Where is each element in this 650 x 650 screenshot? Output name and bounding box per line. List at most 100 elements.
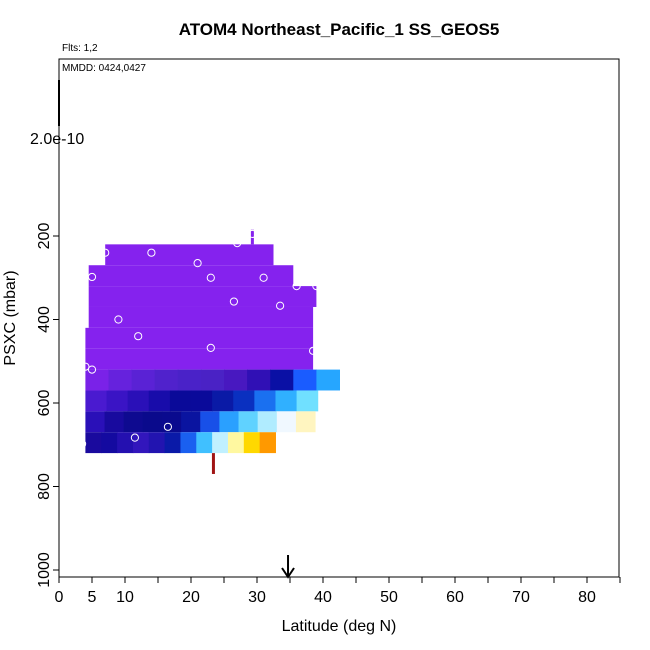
- heatmap-cell: [85, 390, 108, 412]
- data-point: [206, 273, 215, 282]
- data-point: [248, 229, 257, 239]
- heatmap-cell: [131, 369, 156, 391]
- heatmap-cell: [296, 390, 319, 412]
- heatmap-cell: [154, 369, 179, 391]
- data-point: [193, 259, 202, 268]
- heatmap-cell: [142, 411, 163, 433]
- heatmap-cell: [148, 390, 171, 412]
- heatmap-cell: [104, 411, 125, 433]
- heatmap-cell: [295, 411, 316, 433]
- x-tick-label: 0: [55, 589, 64, 606]
- chart-title: ATOM4 Northeast_Pacific_1 SS_GEOS5: [179, 20, 500, 39]
- heatmap-cell: [85, 348, 314, 370]
- heatmap-cell: [243, 432, 261, 454]
- y-axis-label: PSXC (mbar): [2, 270, 19, 365]
- heatmap-cell: [105, 244, 274, 266]
- heatmap-cell: [88, 306, 314, 328]
- x-tick-label: 60: [446, 589, 464, 606]
- heatmap-cell: [85, 432, 102, 454]
- heatmap-cell: [88, 265, 294, 287]
- heatmap-cell: [293, 369, 317, 391]
- heatmap-cell: [164, 432, 181, 454]
- heatmap-cell: [254, 390, 276, 412]
- plot-frame: [58, 58, 620, 578]
- x-tick-label: 10: [116, 589, 134, 606]
- data-point: [87, 365, 97, 374]
- heatmap-cell: [233, 390, 255, 412]
- y-tick-label: 1000: [36, 552, 53, 588]
- heatmap-cell: [238, 411, 259, 433]
- data-point: [233, 238, 242, 248]
- heatmap-cell: [224, 369, 248, 391]
- data-point: [101, 248, 110, 257]
- data-point: [276, 301, 285, 310]
- heatmap-cell: [161, 411, 182, 433]
- data-point: [78, 439, 87, 449]
- heatmap-cell: [181, 411, 201, 433]
- x-tick-label: 20: [182, 589, 200, 606]
- y-axis: 200 400 600 800 1000: [36, 223, 59, 588]
- x-tick-label: 50: [380, 589, 398, 606]
- heatmap-cell: [200, 411, 220, 433]
- dates-note: MMDD: 0424,0427: [62, 63, 146, 74]
- data-point: [309, 346, 318, 355]
- latitude-arrow-icon: [281, 555, 295, 579]
- x-tick-label: 30: [248, 589, 266, 606]
- x-tick-label: 40: [314, 589, 332, 606]
- data-point: [130, 433, 139, 442]
- heatmap-cell: [200, 369, 225, 391]
- x-tick-label: 5: [88, 589, 97, 606]
- heatmap-cell: [85, 327, 314, 349]
- heatmap-cell: [101, 432, 118, 454]
- y-tick-label: 200: [36, 223, 53, 250]
- heatmap-cell: [259, 432, 276, 454]
- x-axis-label: Latitude (deg N): [282, 618, 397, 635]
- x-axis: 0 5 10 20 30 40 50 60 70 80: [55, 577, 621, 606]
- data-point: [87, 272, 97, 282]
- data-point: [134, 332, 143, 341]
- data-point: [229, 297, 238, 306]
- heatmap-cell: [85, 369, 109, 391]
- heatmap-cell: [132, 432, 150, 454]
- heatmap-cell: [219, 411, 240, 433]
- heatmap-cell: [117, 432, 134, 454]
- heatmap-cell: [316, 369, 340, 391]
- heatmap-cell: [191, 390, 213, 412]
- data-point: [81, 362, 90, 371]
- heatmap-cell: [212, 390, 234, 412]
- heatmap-cell: [85, 411, 106, 433]
- x-tick-label: 70: [512, 589, 530, 606]
- heatmap-spike: [211, 453, 215, 474]
- data-point: [259, 273, 268, 282]
- x-tick-label: 80: [578, 589, 596, 606]
- data-point: [206, 343, 215, 352]
- data-point: [147, 248, 156, 257]
- heatmap-cell: [148, 432, 166, 454]
- heatmap-cell: [123, 411, 144, 433]
- heatmap-cell: [127, 390, 150, 412]
- y-tick-label: 600: [36, 390, 53, 417]
- heatmap-cell: [196, 432, 213, 454]
- heatmap-cell: [276, 411, 297, 433]
- data-point: [163, 422, 172, 431]
- y-tick-label: 400: [36, 306, 53, 333]
- data-point: [292, 282, 301, 291]
- data-point: [114, 315, 123, 324]
- heatmap-cell: [169, 390, 192, 412]
- plot-area: [78, 229, 340, 474]
- scale-label: 2.0e-10: [30, 131, 84, 148]
- y-tick-label: 800: [36, 473, 53, 500]
- heatmap-cell: [108, 369, 133, 391]
- heatmap-cell: [180, 432, 197, 454]
- data-point: [312, 282, 321, 291]
- heatmap-cell: [227, 432, 245, 454]
- heatmap-cell: [247, 369, 271, 391]
- heatmap-cell: [177, 369, 202, 391]
- flights-note: Flts: 1,2: [62, 43, 98, 54]
- heatmap-cell: [257, 411, 278, 433]
- heatmap-cell: [212, 432, 229, 454]
- heatmap-cell: [106, 390, 129, 412]
- heatmap-cell: [270, 369, 294, 391]
- heatmap-cell: [88, 286, 317, 307]
